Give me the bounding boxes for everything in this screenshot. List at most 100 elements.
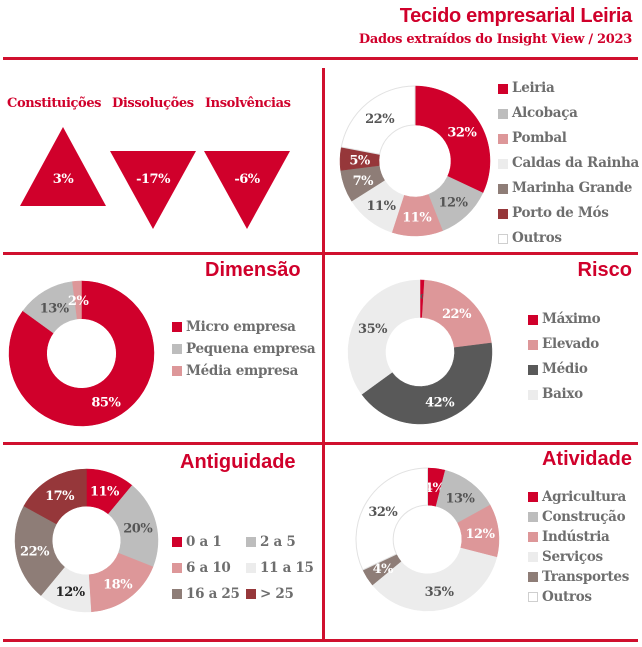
legend-item: 0 a 1	[172, 529, 246, 555]
legend-item: 6 a 10	[172, 555, 246, 581]
legend-item: Outros	[528, 587, 629, 607]
indicator-label-insolvencias: Insolvências	[205, 96, 291, 111]
donut-slice-micro-empresa	[8, 280, 155, 427]
legend-swatch	[498, 183, 508, 194]
panel-title-atividade: Atividade	[541, 448, 632, 470]
legend-label: Agricultura	[542, 489, 626, 505]
legend-label: Construção	[542, 509, 626, 525]
slice-label: 11%	[90, 485, 120, 500]
slice-label: 7%	[353, 174, 375, 189]
slice-label: 13%	[445, 492, 475, 507]
donut-slice-m-dia-empresa	[72, 280, 82, 320]
slice-label: 22%	[365, 112, 395, 127]
donut-slice-m-dio	[361, 342, 493, 425]
legend-label: Baixo	[542, 386, 583, 402]
legend-item: Micro empresa	[172, 316, 315, 338]
legend-swatch	[498, 83, 508, 94]
divider-top	[3, 57, 638, 60]
legend-item: Baixo	[528, 382, 600, 407]
legend-label: Outros	[542, 589, 592, 605]
legend-swatch	[172, 589, 182, 599]
legend-swatch	[498, 108, 508, 119]
legend-label: Caldas da Rainha	[512, 155, 639, 171]
legend-swatch	[498, 233, 508, 244]
divider-bottom	[3, 639, 638, 642]
slice-label: 35%	[425, 585, 455, 600]
donut-slice-baixo	[347, 279, 421, 395]
legend-risco: Máximo Elevado Médio Baixo	[528, 307, 601, 407]
legend-swatch	[528, 339, 538, 350]
slice-label: 32%	[368, 505, 398, 520]
slice-label: 18%	[103, 577, 133, 592]
legend-item: Porto de Mós	[498, 201, 639, 226]
slice-label: 35%	[358, 322, 388, 337]
donut-slice-elevado	[421, 279, 492, 348]
divider-lower	[3, 442, 638, 445]
indicator-triangle-up: 3%	[20, 127, 106, 206]
donut-slice-leiria	[414, 85, 491, 194]
legend-atividade: Agricultura Construção Indústria Serviços Tr…	[528, 487, 629, 607]
legend-label: Elevado	[542, 336, 599, 352]
legend-item: Leiria	[498, 76, 639, 101]
donut-chart-antiguidade: 11% 20% 18% 12% 22% 17%	[14, 468, 159, 613]
legend-item: Marinha Grande	[498, 176, 639, 201]
indicator-label-constituicoes: Constituições	[7, 96, 102, 111]
indicator-triangle-down: -17%	[110, 151, 196, 229]
legend-item: Construção	[528, 507, 629, 527]
legend-item: Indústria	[528, 527, 629, 547]
legend-label: 2 a 5	[260, 534, 296, 550]
legend-label: Pombal	[512, 130, 567, 146]
legend-swatch	[528, 552, 538, 562]
slice-label: 32%	[447, 125, 477, 140]
legend-swatch	[498, 208, 508, 219]
legend-item: Pequena empresa	[172, 338, 316, 360]
legend-swatch	[172, 344, 182, 354]
indicator-value-constituicoes: 3%	[53, 172, 75, 187]
legend-label: 11 a 15	[260, 560, 314, 576]
legend-item: Transportes	[528, 567, 629, 587]
legend-item: Médio	[528, 357, 600, 382]
donut-slice-outros	[355, 467, 428, 571]
legend-label: Média empresa	[186, 363, 299, 379]
legend-item: Elevado	[528, 332, 600, 357]
legend-label: Leiria	[512, 80, 555, 96]
legend-concelho: Leiria Alcobaça Pombal Caldas da Rainha Mari…	[498, 76, 639, 251]
indicator-label-dissolucoes: Dissoluções	[112, 96, 194, 111]
indicator-triangle-down: -6%	[204, 151, 290, 229]
slice-label: 2%	[68, 294, 90, 309]
legend-item: Média empresa	[172, 360, 315, 382]
donut-chart-concelho: 32% 12% 11% 11% 7% 5% 22%	[339, 85, 491, 237]
donut-slice--25	[23, 468, 87, 525]
legend-swatch	[528, 389, 538, 400]
slice-label: 5%	[349, 153, 371, 168]
legend-swatch	[246, 589, 256, 599]
slice-label: 20%	[123, 521, 153, 536]
legend-label: Outros	[512, 230, 562, 246]
legend-antiguidade: 0 a 1 2 a 5 6 a 10 11 a 15 16 a 25 > 25	[172, 529, 314, 607]
legend-item: 11 a 15	[246, 555, 314, 581]
legend-label: 6 a 10	[186, 560, 231, 576]
slice-label: 85%	[91, 395, 121, 410]
slice-label: 11%	[367, 199, 397, 214]
legend-item: Máximo	[528, 307, 601, 332]
slice-label: 12%	[439, 195, 469, 210]
legend-swatch	[528, 314, 538, 325]
legend-label: 16 a 25	[186, 586, 240, 602]
legend-label: Marinha Grande	[512, 180, 633, 196]
legend-swatch	[528, 532, 538, 542]
slice-label: 12%	[466, 527, 496, 542]
legend-item: 2 a 5	[246, 529, 314, 555]
page-subtitle: Dados extraídos do Insight View / 2023	[358, 32, 632, 47]
legend-item: Alcobaça	[498, 101, 639, 126]
legend-label: Indústria	[542, 529, 610, 545]
legend-label: 0 a 1	[186, 534, 222, 550]
legend-item: Agricultura	[528, 487, 629, 507]
donut-chart-atividade: 4%13%12%35%4%32%	[355, 467, 500, 612]
legend-swatch	[172, 322, 182, 332]
legend-label: Porto de Mós	[512, 205, 609, 221]
legend-label: Micro empresa	[186, 319, 296, 335]
legend-item: > 25	[246, 581, 314, 607]
legend-item: Pombal	[498, 126, 639, 151]
indicator-value-dissolucoes: -17%	[136, 172, 171, 187]
legend-dimensao: Micro empresa Pequena empresa Média empres…	[172, 316, 316, 382]
